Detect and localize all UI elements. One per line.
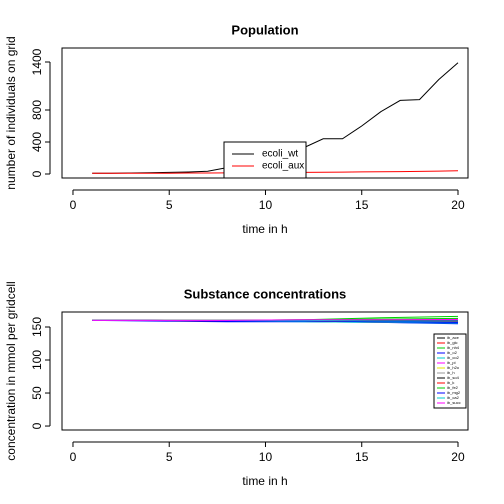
legend-label: ib_so4 <box>447 375 460 380</box>
x-tick-label: 20 <box>451 198 465 212</box>
legend-box <box>223 141 307 179</box>
legend-label: ib_glc <box>447 340 457 345</box>
x-tick-label: 5 <box>166 450 173 464</box>
legend-label: ecoli_wt <box>262 149 298 160</box>
x-tick-label: 10 <box>259 450 273 464</box>
plot-box <box>61 311 469 431</box>
legend-label: ib_mg2 <box>447 390 461 395</box>
series-line <box>92 319 458 321</box>
y-tick-label: 400 <box>30 132 44 152</box>
x-tick-label: 15 <box>355 198 369 212</box>
legend-label: ib_o2 <box>447 350 458 355</box>
legend-label: ib_fe2 <box>447 385 459 390</box>
x-tick-label: 0 <box>70 450 77 464</box>
y-tick-label: 1400 <box>30 48 44 75</box>
y-axis-label: number of individuals on grid <box>4 36 18 189</box>
y-tick-label: 50 <box>30 386 44 400</box>
x-tick-label: 5 <box>166 198 173 212</box>
y-tick-label: 800 <box>30 100 44 120</box>
legend-label: ib_h <box>447 370 455 375</box>
x-tick-label: 10 <box>259 198 273 212</box>
legend-label: ib_pi <box>447 360 456 365</box>
legend-label: ib_h2o <box>447 365 460 370</box>
legend-label: ecoli_aux <box>262 161 304 172</box>
legend-label: ib_nh4 <box>447 345 460 350</box>
legend-box <box>433 333 467 409</box>
x-axis-label: time in h <box>242 222 287 236</box>
y-tick-label: 0 <box>30 422 44 429</box>
legend-label: ib_succ <box>447 400 461 405</box>
legend-label: ib_ace <box>447 335 460 340</box>
y-axis-label: concentration in mmol per gridcell <box>4 281 18 460</box>
legend-label: ib_co2 <box>447 355 460 360</box>
x-axis-label: time in h <box>242 474 287 488</box>
y-tick-label: 150 <box>30 317 44 337</box>
x-tick-label: 20 <box>451 450 465 464</box>
chart-title: Substance concentrations <box>184 286 347 301</box>
legend-label: ib_ca2 <box>447 395 460 400</box>
x-tick-label: 15 <box>355 450 369 464</box>
x-tick-label: 0 <box>70 198 77 212</box>
legend-label: ib_k <box>447 380 454 385</box>
chart-title: Population <box>231 22 298 37</box>
y-tick-label: 0 <box>30 170 44 177</box>
y-tick-label: 100 <box>30 350 44 370</box>
